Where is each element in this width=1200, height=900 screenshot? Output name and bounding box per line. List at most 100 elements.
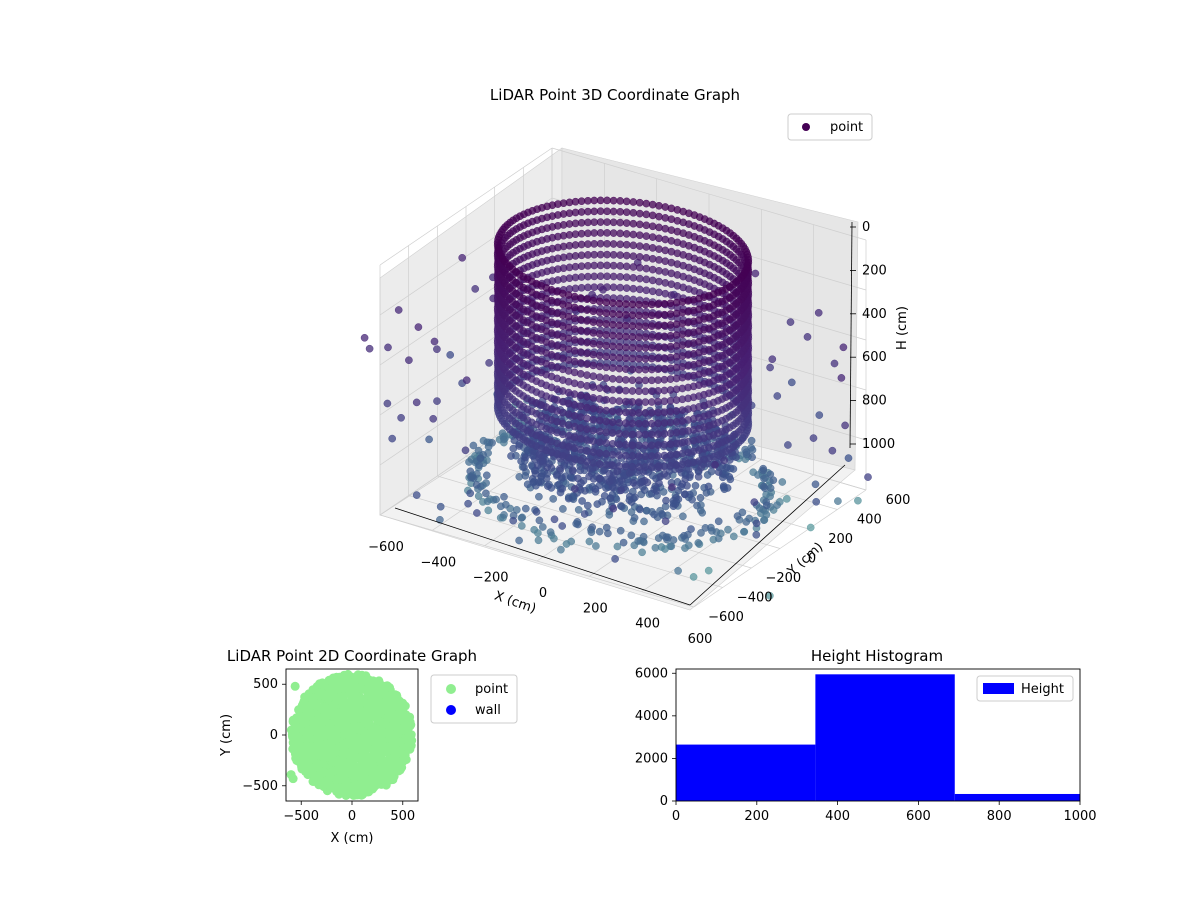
lidar-point	[811, 480, 820, 489]
lidar-point	[602, 330, 611, 339]
lidar-point	[636, 285, 644, 294]
lidar-point	[608, 418, 617, 427]
lidar-point	[655, 479, 663, 488]
chart2d-x-label: X (cm)	[331, 831, 374, 846]
lidar-point	[655, 234, 663, 243]
lidar-point	[616, 229, 625, 238]
lidar-point	[576, 359, 585, 367]
lidar-point	[538, 457, 547, 466]
lidar-point	[430, 337, 439, 346]
lidar-point	[688, 495, 696, 504]
lidar-point	[583, 457, 591, 466]
lidar-point	[648, 222, 657, 231]
lidar-point	[609, 483, 618, 492]
lidar-point	[557, 545, 565, 554]
lidar-point	[602, 428, 611, 437]
lidar-point	[725, 472, 734, 481]
lidar-point	[643, 478, 652, 487]
lidar-point	[446, 351, 455, 359]
lidar-point	[628, 419, 637, 428]
lidar-point	[535, 492, 543, 501]
lidar-point	[642, 286, 651, 295]
z-tick-label: 800	[862, 394, 887, 409]
lidar-point	[622, 321, 630, 330]
lidar-point	[500, 511, 508, 519]
lidar-point	[628, 441, 637, 450]
chart3d-points	[360, 196, 872, 600]
lidar-point	[484, 506, 493, 515]
lidar-point	[558, 484, 567, 493]
lidar-point	[636, 209, 644, 218]
lidar-point	[602, 341, 611, 350]
lidar-point	[596, 261, 605, 270]
lidar-point	[788, 378, 796, 387]
lidar-point	[589, 426, 598, 435]
lidar-point	[708, 527, 716, 535]
lidar-point	[648, 354, 656, 363]
lidar-point	[648, 463, 656, 471]
lidar-point	[773, 501, 781, 509]
lidar-point	[814, 308, 823, 317]
chart3d-legend-label: point	[830, 120, 863, 135]
lidar-point	[602, 395, 611, 404]
lidar-point	[388, 434, 397, 443]
z-tick-label: 400	[862, 307, 887, 322]
lidar-point	[509, 516, 518, 525]
chart2d-x-tick-label: 500	[390, 809, 415, 824]
scatter-point	[308, 753, 318, 763]
lidar-point	[622, 262, 631, 271]
lidar-point	[694, 539, 703, 547]
histogram-y-tick-label: 6000	[635, 666, 668, 681]
lidar-point	[617, 502, 625, 510]
lidar-point	[844, 454, 853, 462]
lidar-point	[635, 430, 643, 439]
lidar-point	[648, 265, 657, 274]
z-tick-label: 1000	[862, 437, 895, 452]
lidar-point	[660, 343, 669, 352]
lidar-point	[608, 320, 617, 329]
lidar-point	[733, 512, 742, 520]
lidar-point	[648, 311, 656, 320]
lidar-point	[762, 501, 771, 510]
histogram-x-tick-label: 0	[672, 809, 680, 824]
lidar-point	[642, 264, 651, 273]
lidar-point	[608, 309, 617, 318]
lidar-point	[608, 331, 617, 340]
x-tick-label: −400	[420, 555, 456, 570]
lidar-point	[596, 250, 605, 259]
lidar-point	[622, 462, 630, 471]
lidar-point	[521, 471, 530, 480]
lidar-point	[583, 403, 591, 412]
lidar-point	[616, 272, 625, 281]
lidar-point	[584, 261, 592, 270]
lidar-point	[648, 254, 657, 263]
lidar-point	[660, 332, 669, 341]
lidar-point	[608, 407, 617, 416]
lidar-point	[405, 356, 413, 365]
lidar-point	[608, 439, 617, 448]
lidar-point	[558, 522, 567, 530]
lidar-point	[648, 233, 657, 241]
lidar-point	[615, 343, 624, 351]
y-tick-label: −600	[708, 610, 744, 625]
lidar-point	[583, 414, 591, 423]
lidar-point	[433, 345, 441, 354]
lidar-point	[609, 261, 618, 270]
lidar-point	[648, 211, 657, 220]
scatter-point	[324, 693, 334, 703]
scatter-point	[387, 730, 397, 740]
lidar-point	[615, 386, 624, 395]
lidar-point	[702, 488, 711, 497]
lidar-point	[595, 474, 604, 483]
scatter-point	[312, 701, 322, 711]
scatter-point	[288, 738, 298, 748]
lidar-point	[615, 451, 624, 460]
lidar-point	[475, 461, 484, 470]
lidar-point	[580, 510, 589, 518]
lidar-point	[766, 363, 774, 372]
lidar-point	[576, 304, 585, 313]
x-tick-label: 200	[583, 601, 608, 616]
lidar-point	[436, 516, 444, 524]
lidar-point	[720, 456, 729, 465]
scatter-point	[303, 759, 313, 769]
